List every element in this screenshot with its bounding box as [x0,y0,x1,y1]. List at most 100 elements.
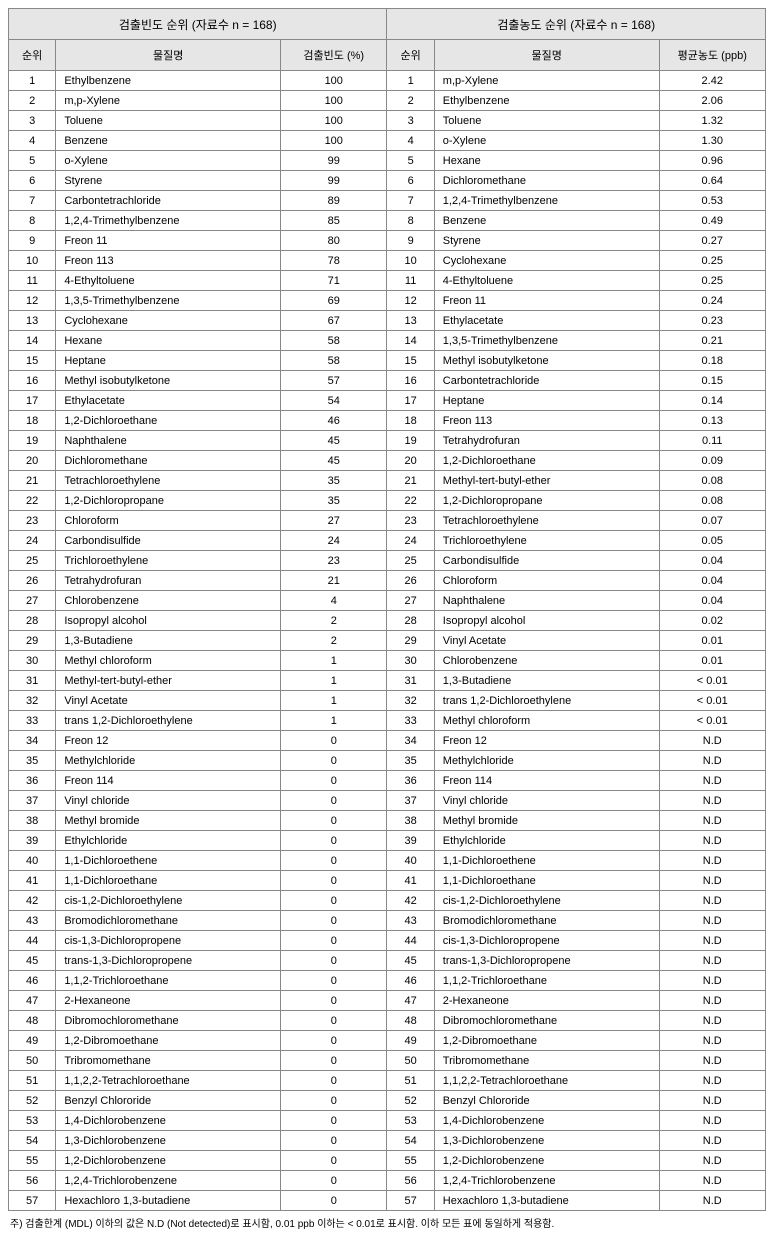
substance-right: Carbondisulfide [434,551,659,571]
table-row: 121,3,5-Trimethylbenzene6912Freon 110.24 [9,291,766,311]
substance-left: cis-1,3-Dichloropropene [56,931,281,951]
rank-left: 42 [9,891,56,911]
substance-left: 1,2,4-Trimethylbenzene [56,211,281,231]
rank-left: 19 [9,431,56,451]
table-row: 30Methyl chloroform130Chlorobenzene0.01 [9,651,766,671]
rank-right: 24 [387,531,434,551]
table-row: 36Freon 114036Freon 114N.D [9,771,766,791]
frequency-value: 0 [281,911,387,931]
table-row: 38Methyl bromide038Methyl bromideN.D [9,811,766,831]
table-row: 31Methyl-tert-butyl-ether1311,3-Butadien… [9,671,766,691]
rank-left: 18 [9,411,56,431]
substance-right: 2-Hexaneone [434,991,659,1011]
rank-left: 29 [9,631,56,651]
concentration-value: 0.08 [659,471,766,491]
concentration-value: N.D [659,771,766,791]
rank-right: 54 [387,1131,434,1151]
rank-right: 51 [387,1071,434,1091]
substance-left: 1,1-Dichloroethene [56,851,281,871]
frequency-value: 35 [281,491,387,511]
table-row: 32Vinyl Acetate132trans 1,2-Dichloroethy… [9,691,766,711]
rank-right: 3 [387,111,434,131]
concentration-value: N.D [659,991,766,1011]
table-row: 2m,p-Xylene1002Ethylbenzene2.06 [9,91,766,111]
rank-left: 21 [9,471,56,491]
rank-right: 56 [387,1171,434,1191]
substance-right: Chlorobenzene [434,651,659,671]
frequency-value: 0 [281,731,387,751]
substance-left: 1,1,2-Trichloroethane [56,971,281,991]
substance-left: Dibromochloromethane [56,1011,281,1031]
substance-left: Carbondisulfide [56,531,281,551]
concentration-value: 0.01 [659,631,766,651]
rank-left: 50 [9,1051,56,1071]
frequency-value: 99 [281,171,387,191]
substance-left: o-Xylene [56,151,281,171]
table-row: 43Bromodichloromethane043Bromodichlorome… [9,911,766,931]
concentration-value: N.D [659,1031,766,1051]
substance-right: Methyl bromide [434,811,659,831]
rank-left: 57 [9,1191,56,1211]
substance-left: 1,3-Butadiene [56,631,281,651]
frequency-value: 0 [281,1171,387,1191]
rank-left: 7 [9,191,56,211]
rank-right: 6 [387,171,434,191]
substance-left: Benzene [56,131,281,151]
substance-right: Tetrahydrofuran [434,431,659,451]
rank-right: 15 [387,351,434,371]
concentration-value: 0.01 [659,651,766,671]
table-row: 9Freon 11809Styrene0.27 [9,231,766,251]
table-row: 551,2-Dichlorobenzene0551,2-Dichlorobenz… [9,1151,766,1171]
concentration-value: 0.21 [659,331,766,351]
rank-left: 52 [9,1091,56,1111]
table-row: 561,2,4-Trichlorobenzene0561,2,4-Trichlo… [9,1171,766,1191]
substance-left: Heptane [56,351,281,371]
rank-left: 55 [9,1151,56,1171]
table-row: 6Styrene996Dichloromethane0.64 [9,171,766,191]
substance-right: Dichloromethane [434,171,659,191]
substance-left: Benzyl Chlororide [56,1091,281,1111]
table-row: 14Hexane58141,3,5-Trimethylbenzene0.21 [9,331,766,351]
table-row: 34Freon 12034Freon 12N.D [9,731,766,751]
substance-left: Chlorobenzene [56,591,281,611]
rank-right: 7 [387,191,434,211]
detection-ranking-table: 검출빈도 순위 (자료수 n = 168) 검출농도 순위 (자료수 n = 1… [8,8,766,1211]
rank-right: 38 [387,811,434,831]
substance-left: 1,2,4-Trichlorobenzene [56,1171,281,1191]
rank-right: 20 [387,451,434,471]
substance-right: Hexane [434,151,659,171]
substance-left: 1,4-Dichlorobenzene [56,1111,281,1131]
substance-left: Vinyl Acetate [56,691,281,711]
frequency-value: 0 [281,791,387,811]
rank-right: 55 [387,1151,434,1171]
rank-left: 13 [9,311,56,331]
concentration-value: 0.02 [659,611,766,631]
frequency-value: 2 [281,611,387,631]
rank-right: 34 [387,731,434,751]
concentration-value: 0.18 [659,351,766,371]
frequency-value: 0 [281,991,387,1011]
substance-left: m,p-Xylene [56,91,281,111]
col-name-left: 물질명 [56,40,281,71]
frequency-value: 1 [281,691,387,711]
substance-right: 1,2-Dichlorobenzene [434,1151,659,1171]
concentration-value: 0.07 [659,511,766,531]
concentration-value: 0.13 [659,411,766,431]
rank-left: 20 [9,451,56,471]
frequency-value: 0 [281,931,387,951]
frequency-value: 0 [281,831,387,851]
substance-left: Freon 113 [56,251,281,271]
frequency-value: 46 [281,411,387,431]
frequency-value: 0 [281,751,387,771]
col-freq: 검출빈도 (%) [281,40,387,71]
substance-right: Naphthalene [434,591,659,611]
rank-left: 5 [9,151,56,171]
concentration-value: N.D [659,951,766,971]
rank-left: 54 [9,1131,56,1151]
concentration-value: 0.25 [659,251,766,271]
frequency-value: 69 [281,291,387,311]
rank-right: 50 [387,1051,434,1071]
rank-right: 5 [387,151,434,171]
concentration-value: 0.24 [659,291,766,311]
substance-right: Hexachloro 1,3-butadiene [434,1191,659,1211]
